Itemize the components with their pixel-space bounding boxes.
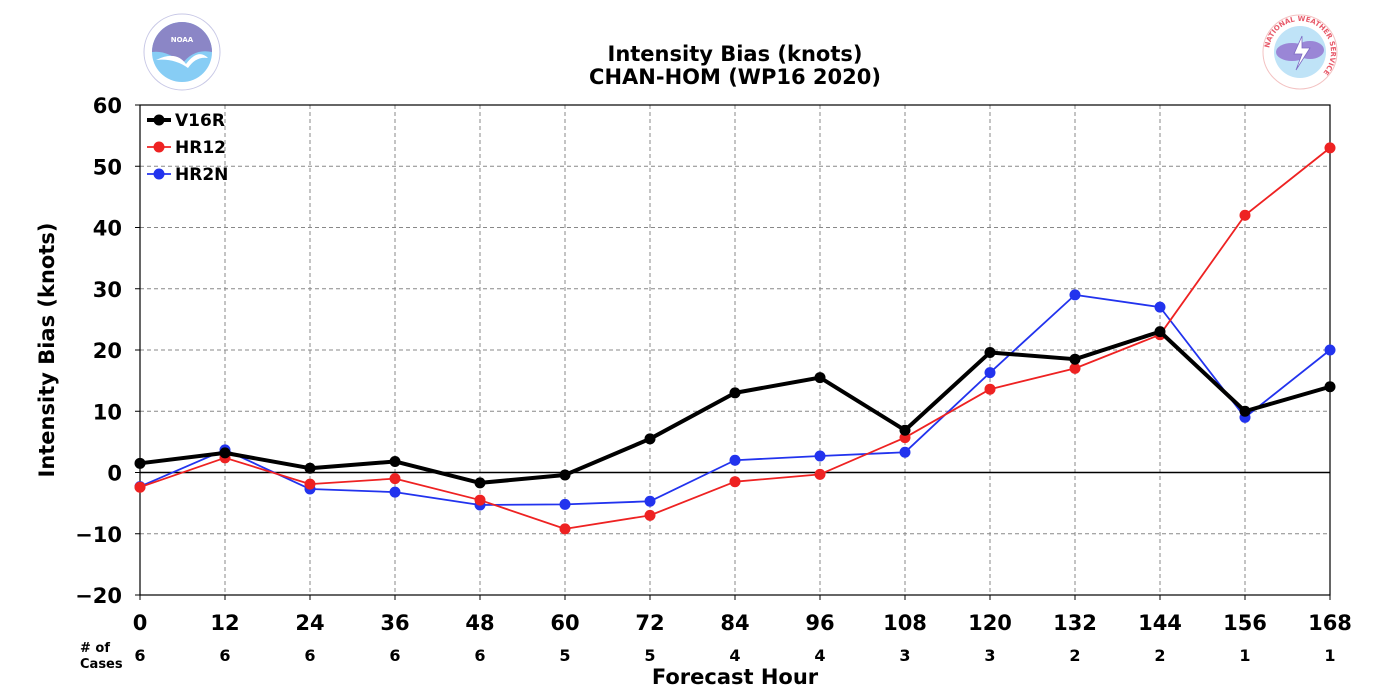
case-count: 5 bbox=[644, 646, 655, 665]
data-point-v16r bbox=[1154, 326, 1166, 338]
y-tick-label: 40 bbox=[93, 217, 122, 241]
case-count: 1 bbox=[1324, 646, 1335, 665]
data-point-hr2n bbox=[559, 498, 571, 510]
case-count: 4 bbox=[729, 646, 740, 665]
x-tick-label: 108 bbox=[883, 611, 927, 635]
data-point-hr12 bbox=[1069, 362, 1081, 374]
legend-label-v16r: V16R bbox=[175, 111, 225, 131]
data-point-hr12 bbox=[474, 494, 486, 506]
y-tick-label: 10 bbox=[93, 400, 122, 424]
case-count: 4 bbox=[814, 646, 825, 665]
data-point-v16r bbox=[134, 457, 146, 469]
case-count: 3 bbox=[984, 646, 995, 665]
x-axis-label: Forecast Hour bbox=[652, 665, 819, 689]
x-tick-label: 84 bbox=[720, 611, 749, 635]
data-point-v16r bbox=[814, 372, 826, 384]
data-point-hr12 bbox=[304, 478, 316, 490]
legend-marker-v16r bbox=[153, 114, 165, 126]
case-count: 5 bbox=[559, 646, 570, 665]
case-count: 6 bbox=[389, 646, 400, 665]
x-tick-label: 132 bbox=[1053, 611, 1097, 635]
x-tick-label: 144 bbox=[1138, 611, 1182, 635]
x-tick-label: 96 bbox=[805, 611, 834, 635]
cases-label-line2: Cases bbox=[80, 657, 123, 672]
y-tick-label: 50 bbox=[93, 155, 122, 179]
x-tick-label: 120 bbox=[968, 611, 1012, 635]
legend-label-hr2n: HR2N bbox=[175, 165, 228, 185]
data-point-hr2n bbox=[1069, 289, 1081, 301]
y-tick-label: 30 bbox=[93, 278, 122, 302]
data-point-v16r bbox=[729, 387, 741, 399]
case-count: 1 bbox=[1239, 646, 1250, 665]
x-tick-label: 12 bbox=[210, 611, 239, 635]
noaa-logo: NOAA bbox=[143, 13, 221, 91]
case-count: 2 bbox=[1154, 646, 1165, 665]
x-tick-label: 36 bbox=[380, 611, 409, 635]
legend: V16R HR12 HR2N bbox=[147, 111, 228, 185]
legend-marker-hr12 bbox=[153, 141, 165, 153]
y-tick-label: −10 bbox=[75, 523, 122, 547]
data-point-hr12 bbox=[1324, 142, 1336, 154]
case-count: 6 bbox=[219, 646, 230, 665]
data-point-v16r bbox=[644, 433, 656, 445]
data-point-v16r bbox=[899, 424, 911, 436]
grid-lines bbox=[140, 105, 1330, 595]
data-point-hr2n bbox=[644, 495, 656, 507]
data-point-hr2n bbox=[899, 446, 911, 458]
data-point-hr2n bbox=[984, 367, 996, 379]
x-tick-label: 48 bbox=[465, 611, 494, 635]
data-point-v16r bbox=[389, 455, 401, 467]
x-tick-label: 60 bbox=[550, 611, 579, 635]
case-count: 2 bbox=[1069, 646, 1080, 665]
chart-title: Intensity Bias (knots) bbox=[608, 42, 863, 66]
data-point-v16r bbox=[1069, 353, 1081, 365]
y-axis-label: Intensity Bias (knots) bbox=[35, 223, 59, 478]
series-group bbox=[134, 142, 1336, 535]
data-point-hr12 bbox=[389, 473, 401, 485]
legend-label-hr12: HR12 bbox=[175, 138, 226, 158]
data-point-hr2n bbox=[1154, 301, 1166, 313]
nws-logo: NATIONAL WEATHER SERVICE bbox=[1262, 14, 1338, 90]
data-point-hr12 bbox=[984, 383, 996, 395]
data-point-hr2n bbox=[389, 486, 401, 498]
tick-labels: −20 −10 0 10 20 30 40 50 60 0 12 24 36 48 60 72 84 96 108 1… bbox=[75, 94, 1352, 635]
data-point-v16r bbox=[474, 477, 486, 489]
x-tick-label: 168 bbox=[1308, 611, 1352, 635]
data-point-v16r bbox=[1324, 381, 1336, 393]
legend-marker-hr2n bbox=[153, 168, 165, 180]
data-point-hr12 bbox=[814, 468, 826, 480]
data-point-v16r bbox=[559, 469, 571, 481]
case-count: 3 bbox=[899, 646, 910, 665]
x-tick-label: 72 bbox=[635, 611, 664, 635]
data-point-v16r bbox=[304, 462, 316, 474]
data-point-v16r bbox=[219, 447, 231, 459]
x-tick-label: 156 bbox=[1223, 611, 1267, 635]
data-point-hr2n bbox=[1324, 344, 1336, 356]
case-count: 6 bbox=[134, 646, 145, 665]
data-point-hr12 bbox=[134, 481, 146, 493]
cases-row: 6 6 6 6 6 5 5 4 4 3 3 2 2 1 1 bbox=[134, 646, 1335, 665]
data-point-hr12 bbox=[729, 476, 741, 488]
y-tick-label: −20 bbox=[75, 584, 122, 608]
cases-label-line1: # of bbox=[80, 641, 110, 656]
data-point-hr12 bbox=[559, 523, 571, 535]
data-point-v16r bbox=[984, 346, 996, 358]
data-point-hr2n bbox=[814, 450, 826, 462]
data-point-v16r bbox=[1239, 405, 1251, 417]
case-count: 6 bbox=[304, 646, 315, 665]
data-point-hr12 bbox=[644, 509, 656, 521]
data-point-hr2n bbox=[729, 454, 741, 466]
y-tick-label: 0 bbox=[107, 462, 122, 486]
x-tick-label: 24 bbox=[295, 611, 324, 635]
case-count: 6 bbox=[474, 646, 485, 665]
y-tick-label: 60 bbox=[93, 94, 122, 118]
noaa-logo-text: NOAA bbox=[171, 36, 194, 44]
chart-subtitle: CHAN-HOM (WP16 2020) bbox=[589, 65, 881, 89]
y-tick-label: 20 bbox=[93, 339, 122, 363]
data-point-hr12 bbox=[1239, 209, 1251, 221]
x-tick-label: 0 bbox=[133, 611, 148, 635]
